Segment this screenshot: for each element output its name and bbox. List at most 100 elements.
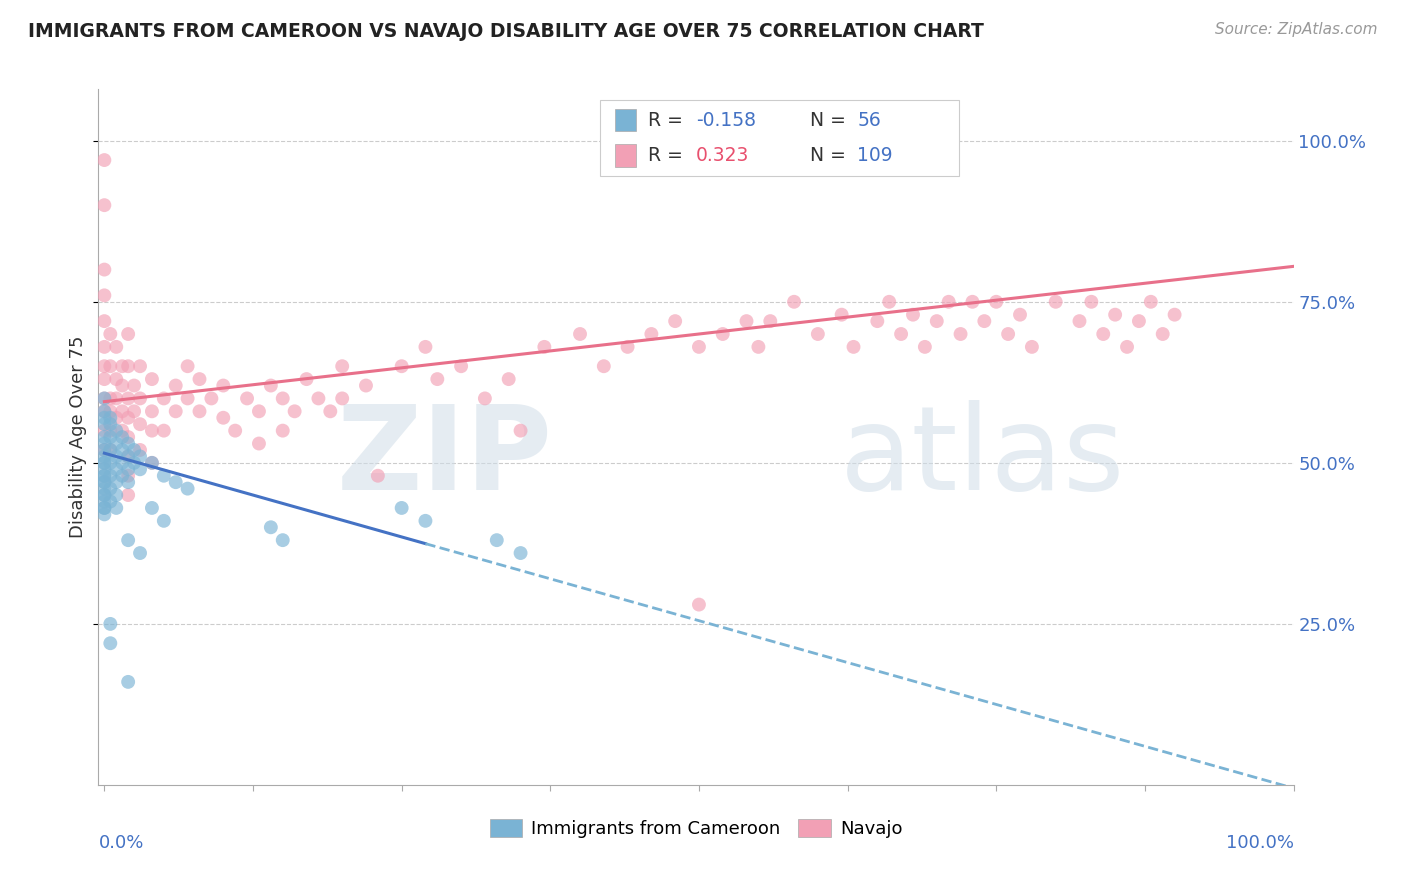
Point xyxy=(165,475,187,490)
Point xyxy=(129,442,152,457)
Point xyxy=(949,326,972,341)
Point xyxy=(98,424,121,438)
Point xyxy=(890,326,912,341)
Point xyxy=(98,410,121,425)
Point xyxy=(877,294,900,309)
Point xyxy=(93,442,115,457)
Point xyxy=(711,326,734,341)
Point xyxy=(391,359,413,374)
Point xyxy=(153,468,176,483)
Point xyxy=(111,456,134,470)
Point xyxy=(141,456,163,470)
Point xyxy=(1163,308,1185,322)
Point xyxy=(176,482,198,496)
Point xyxy=(98,392,121,406)
Text: atlas: atlas xyxy=(839,401,1125,516)
Point xyxy=(105,424,128,438)
Point xyxy=(533,340,555,354)
Point xyxy=(105,340,128,354)
Text: R =: R = xyxy=(648,146,689,165)
Point xyxy=(93,500,115,515)
Point xyxy=(925,314,948,328)
Point xyxy=(105,500,128,515)
Point xyxy=(98,636,121,650)
Point xyxy=(117,359,139,374)
Point xyxy=(759,314,782,328)
Point xyxy=(391,500,413,515)
Point xyxy=(688,598,710,612)
Point xyxy=(111,468,134,483)
Point xyxy=(111,424,134,438)
Point xyxy=(330,359,353,374)
Text: ZIP: ZIP xyxy=(336,401,553,516)
Point xyxy=(93,456,115,470)
Point xyxy=(93,410,115,425)
Point xyxy=(1104,308,1126,322)
Point xyxy=(247,404,270,418)
Point xyxy=(122,442,145,457)
Point xyxy=(141,424,163,438)
Point xyxy=(111,378,134,392)
Point xyxy=(98,326,121,341)
Point xyxy=(141,404,163,418)
Point xyxy=(117,533,139,548)
Bar xyxy=(614,109,637,131)
Point xyxy=(93,404,115,418)
Point xyxy=(1045,294,1067,309)
Point xyxy=(105,475,128,490)
Point xyxy=(153,392,176,406)
Point xyxy=(783,294,806,309)
Point xyxy=(117,410,139,425)
Bar xyxy=(614,145,637,167)
Point xyxy=(117,475,139,490)
Point xyxy=(93,508,115,522)
Text: 109: 109 xyxy=(858,146,893,165)
Point xyxy=(962,294,984,309)
Point xyxy=(474,392,496,406)
Point xyxy=(367,468,389,483)
Point xyxy=(735,314,758,328)
Point xyxy=(93,288,115,302)
Point xyxy=(117,468,139,483)
Point xyxy=(485,533,508,548)
Point xyxy=(831,308,853,322)
Point xyxy=(176,359,198,374)
Point xyxy=(509,546,531,560)
Point xyxy=(498,372,520,386)
Point xyxy=(93,430,115,444)
Point xyxy=(295,372,318,386)
Y-axis label: Disability Age Over 75: Disability Age Over 75 xyxy=(69,335,87,539)
Point xyxy=(93,494,115,508)
Point xyxy=(93,314,115,328)
Point xyxy=(105,410,128,425)
Point xyxy=(938,294,960,309)
Point xyxy=(111,430,134,444)
Point xyxy=(93,468,115,483)
Point xyxy=(271,533,294,548)
Text: 56: 56 xyxy=(858,111,882,130)
Point xyxy=(93,198,115,212)
Point xyxy=(569,326,592,341)
Point xyxy=(93,475,115,490)
Text: Source: ZipAtlas.com: Source: ZipAtlas.com xyxy=(1215,22,1378,37)
Point xyxy=(111,359,134,374)
Point xyxy=(1008,308,1031,322)
Point xyxy=(117,450,139,464)
Point xyxy=(117,450,139,464)
Point xyxy=(1116,340,1139,354)
Point xyxy=(188,404,211,418)
Point xyxy=(415,340,437,354)
Point xyxy=(98,442,121,457)
Point xyxy=(129,392,152,406)
Point xyxy=(93,488,115,502)
Point xyxy=(200,392,222,406)
Point xyxy=(1080,294,1102,309)
Point xyxy=(117,430,139,444)
Point xyxy=(319,404,342,418)
Point xyxy=(212,378,235,392)
Point xyxy=(141,372,163,386)
Point xyxy=(592,359,614,374)
Point xyxy=(122,378,145,392)
Point xyxy=(153,514,176,528)
Text: IMMIGRANTS FROM CAMEROON VS NAVAJO DISABILITY AGE OVER 75 CORRELATION CHART: IMMIGRANTS FROM CAMEROON VS NAVAJO DISAB… xyxy=(28,22,984,41)
